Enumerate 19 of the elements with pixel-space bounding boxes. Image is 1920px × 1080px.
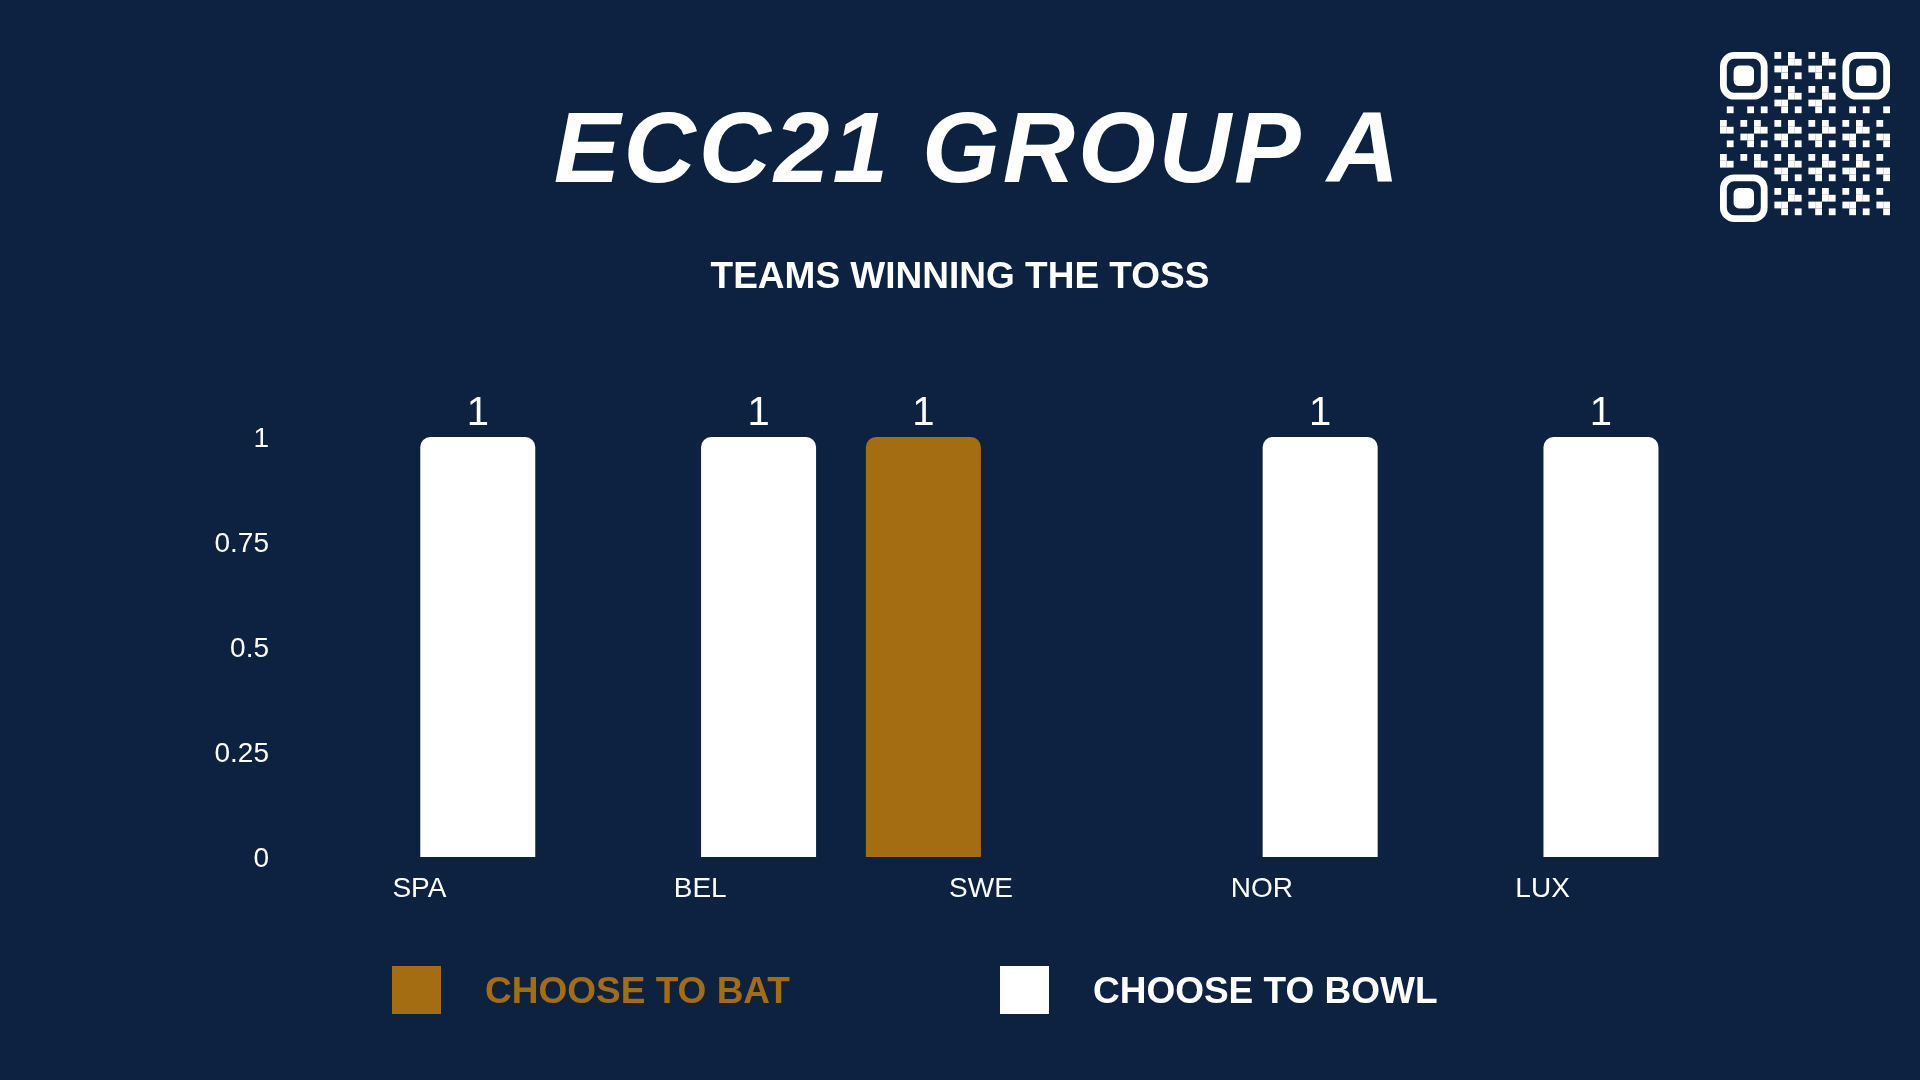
x-tick-label: SPA	[392, 871, 447, 903]
y-tick-label: 1	[253, 421, 269, 453]
legend-label: CHOOSE TO BAT	[485, 969, 790, 1011]
data-label: 1	[466, 389, 489, 433]
y-tick-label: 0	[253, 841, 269, 873]
chart-title: ECC21 GROUP A	[552, 91, 1404, 203]
chart-subtitle: TEAMS WINNING THE TOSS	[709, 255, 1211, 296]
y-tick-label: 0.25	[214, 736, 269, 768]
y-tick-label: 0.5	[230, 631, 269, 663]
data-label: 1	[1309, 389, 1332, 433]
x-tick-label: LUX	[1515, 871, 1571, 903]
legend-label: CHOOSE TO BOWL	[1092, 969, 1438, 1011]
x-tick-label: NOR	[1230, 871, 1293, 903]
data-label: 1	[912, 389, 935, 433]
data-label: 1	[1589, 389, 1613, 433]
x-tick-label: BEL	[673, 871, 727, 903]
data-label: 1	[747, 389, 770, 433]
y-tick-label: 0.75	[214, 526, 269, 558]
x-tick-label: SWE	[949, 871, 1013, 903]
